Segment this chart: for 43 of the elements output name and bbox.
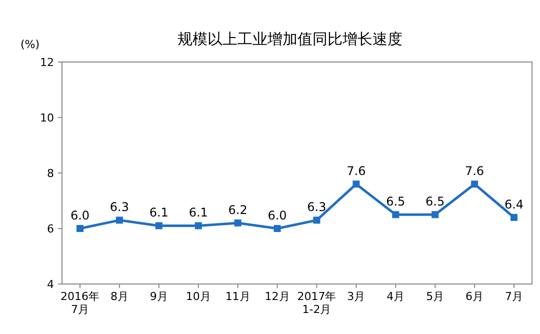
y-tick-label: 6 [47, 222, 54, 236]
x-tick-label: 2017年 1-2月 [297, 290, 336, 316]
y-tick-label: 4 [47, 278, 54, 291]
data-label: 6.2 [228, 202, 248, 217]
data-label: 6.3 [307, 200, 326, 214]
data-label: 7.6 [465, 164, 484, 178]
point [392, 211, 400, 218]
chart-title: 规模以上工业增加值同比增长速度 [178, 30, 402, 48]
point [194, 222, 202, 230]
x-tick-label: 12月 [264, 290, 290, 303]
x-tick-label: 10月 [186, 290, 211, 303]
data-label: 7.6 [346, 164, 366, 178]
x-tick-label: 5月 [426, 290, 444, 303]
y-tick-label: 12 [40, 56, 54, 69]
point [352, 180, 360, 188]
point [510, 214, 518, 221]
data-label: 6.1 [188, 206, 208, 220]
x-tick-label: 9月 [150, 290, 168, 303]
data-label: 6.0 [268, 208, 287, 222]
x-tick-label: 8月 [110, 290, 128, 303]
point [274, 225, 281, 232]
point [76, 225, 84, 232]
data-label: 6.0 [70, 208, 90, 222]
point [116, 216, 123, 224]
data-label: 6.4 [504, 197, 524, 212]
x-tick-label: 11月 [225, 290, 250, 303]
x-tick-label: 6月 [466, 290, 484, 303]
point [471, 180, 478, 188]
x-tick-label: 4月 [386, 290, 405, 303]
data-label: 6.1 [149, 206, 168, 220]
point [155, 222, 162, 230]
point [313, 216, 320, 224]
y-tick-label: 8 [47, 167, 54, 180]
data-label: 6.5 [426, 194, 445, 209]
x-tick-label: 3月 [347, 290, 366, 303]
point [234, 219, 242, 226]
data-label: 6.5 [386, 194, 406, 209]
x-tick-label: 2016年 7月 [60, 290, 100, 316]
x-tick-label: 7月 [505, 290, 523, 303]
point [432, 211, 439, 218]
y-tick-label: 10 [40, 112, 54, 124]
y-axis-title: (%) [20, 38, 40, 51]
data-label: 6.3 [110, 200, 129, 214]
